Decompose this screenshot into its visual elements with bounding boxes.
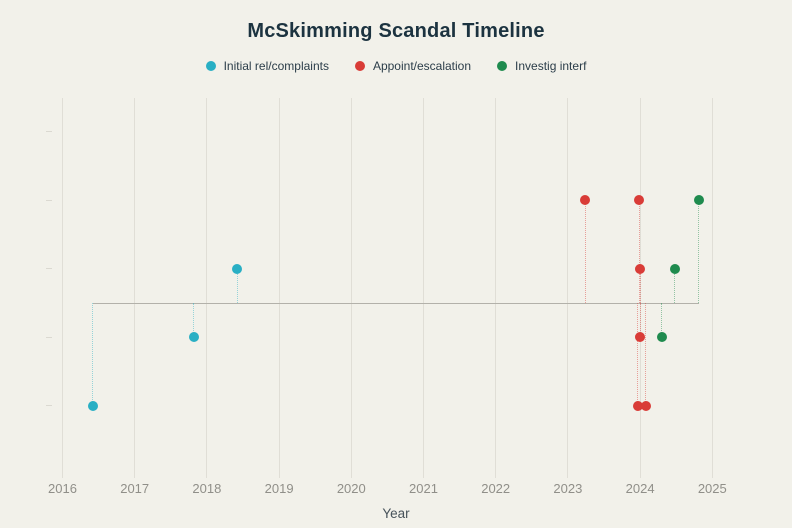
gridline-2021: [423, 98, 424, 478]
gridline-2016: [62, 98, 63, 478]
x-tick-label-2025: 2025: [697, 481, 727, 496]
gridline-2022: [495, 98, 497, 478]
event-marker[interactable]: [656, 332, 667, 343]
event-marker[interactable]: [669, 263, 680, 274]
y-tick: [46, 131, 52, 133]
event-stem: [236, 268, 238, 304]
event-marker[interactable]: [640, 400, 651, 411]
legend-item-label: Appoint/escalation: [372, 59, 472, 73]
legend-item-label: Initial rel/complaints: [223, 59, 329, 73]
legend-item-investig[interactable]: Investig interf: [497, 59, 586, 73]
gridline-2018: [206, 98, 208, 478]
x-tick-label-2021: 2021: [409, 481, 438, 496]
y-tick: [46, 268, 52, 270]
event-stem: [645, 303, 647, 406]
chart-title: McSkimming Scandal Timeline: [247, 20, 545, 42]
legend-dot-icon: [497, 61, 508, 71]
event-marker[interactable]: [188, 332, 199, 343]
event-stem: [639, 303, 641, 338]
x-tick-label-2023: 2023: [553, 481, 583, 496]
timeline-axis-line: [92, 302, 699, 304]
x-tick-label-2017: 2017: [120, 481, 150, 496]
event-stem: [639, 268, 641, 304]
x-tick-label-2024: 2024: [625, 481, 655, 496]
legend-item-label: Investig interf: [515, 59, 587, 73]
y-tick: [46, 405, 52, 407]
x-tick-label-2016: 2016: [48, 481, 77, 496]
x-tick-label-2019: 2019: [264, 481, 294, 496]
gridline-2023: [567, 98, 569, 478]
gridline-2020: [350, 98, 352, 478]
x-tick-label-2020: 2020: [336, 481, 366, 496]
event-marker[interactable]: [87, 400, 98, 411]
event-stem: [584, 200, 586, 304]
event-stem: [674, 268, 676, 304]
event-stem: [638, 200, 640, 304]
event-marker[interactable]: [634, 195, 645, 206]
y-tick: [46, 199, 52, 201]
event-marker[interactable]: [232, 263, 243, 274]
gridline-2019: [278, 98, 280, 478]
event-stem: [92, 303, 94, 406]
event-stem: [661, 303, 663, 338]
event-stem: [637, 303, 639, 406]
legend-item-initial[interactable]: Initial rel/complaints: [205, 59, 329, 73]
legend-dot-icon: [354, 61, 365, 71]
legend-item-appoint[interactable]: Appoint/escalation: [354, 59, 472, 73]
legend-dot-icon: [205, 61, 216, 71]
event-marker[interactable]: [635, 332, 646, 343]
legend: Initial rel/complaints Appoint/escalatio…: [0, 59, 792, 73]
x-tick-label-2022: 2022: [481, 481, 511, 496]
gridline-2025: [711, 98, 713, 478]
event-marker[interactable]: [635, 263, 646, 274]
event-stem: [698, 200, 700, 304]
gridline-2017: [134, 98, 136, 478]
event-marker[interactable]: [580, 195, 591, 206]
gridline-2024: [639, 98, 641, 478]
y-tick: [46, 336, 52, 338]
x-axis-label: Year: [382, 506, 410, 521]
x-tick-label-2018: 2018: [192, 481, 222, 496]
event-marker[interactable]: [632, 400, 643, 411]
event-stem: [193, 303, 195, 338]
event-marker[interactable]: [693, 195, 704, 206]
